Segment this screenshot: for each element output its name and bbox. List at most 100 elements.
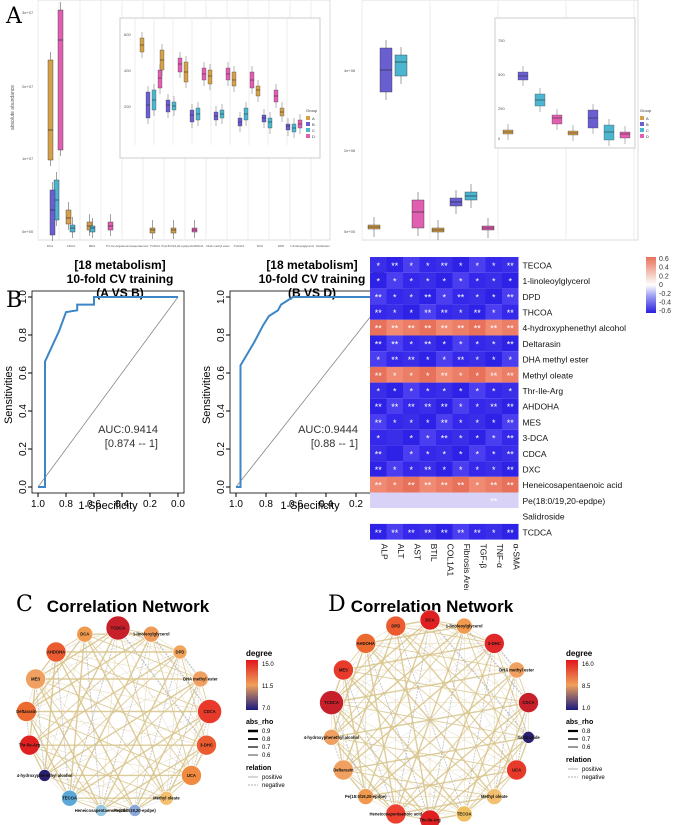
network-node-label: Methyl oleate xyxy=(153,796,180,801)
network-node-label: Pe(18:0/19,20-epdpe) xyxy=(345,794,387,799)
heatmap-cell xyxy=(502,351,519,367)
legend-c-rho-2: 0.7 xyxy=(262,745,271,751)
network-edge xyxy=(191,678,201,776)
network-node-label: Methyl oleate xyxy=(481,794,508,799)
heatmap-cell xyxy=(386,335,403,352)
network-d-title: Correlation Network xyxy=(351,597,514,616)
heatmap-star: * xyxy=(459,449,463,459)
heatmap-cell xyxy=(403,288,420,305)
roc-ytick-label: 1.0 xyxy=(18,290,29,304)
heatmap-cell xyxy=(469,272,486,289)
heatmap-cell xyxy=(502,414,519,430)
heatmap-col-label: Fibrosis Area(%) xyxy=(462,544,472,590)
legend-d-degree: degree xyxy=(566,649,593,658)
heatmap-cell xyxy=(502,288,519,305)
network-edge xyxy=(29,651,57,746)
network-edge xyxy=(342,669,367,797)
heatmap-star: * xyxy=(376,386,380,396)
heatmap-star: ** xyxy=(441,481,449,491)
panel-a-boxplots: absolute abundance 3e+07 2e+07 1e+07 0e+… xyxy=(10,0,652,248)
right-legend-swatch-A xyxy=(640,116,644,120)
network-c-nodes: TCDCA 1-linoleoylglycerol DPD DHA methyl es… xyxy=(16,615,222,817)
heatmap-cell xyxy=(502,476,519,493)
network-edge xyxy=(84,634,207,746)
heatmap-cell xyxy=(403,476,420,493)
network-edge xyxy=(150,634,192,776)
network-edge xyxy=(134,744,207,811)
heatmap-cells: * ** * * ** * * * *** * * * * * * * *** * * ** * ** * * **** * * **… xyxy=(370,257,519,540)
network-edge xyxy=(429,643,495,821)
heatmap-cell xyxy=(485,319,502,336)
network-edge xyxy=(429,619,517,671)
heatmap-cell xyxy=(436,272,453,289)
network-node-label: DPD xyxy=(391,624,400,629)
heatmap-col-labels: ALP ALT AST BTIL COL1A1 Fibrosis Area(%) TGF-β… xyxy=(379,544,521,590)
right-inset-box-C xyxy=(603,124,615,141)
network-edge xyxy=(429,619,530,738)
network-edge xyxy=(44,678,201,777)
heatmap-cell xyxy=(502,508,519,524)
network-edge xyxy=(330,736,397,815)
heatmap-cell xyxy=(386,351,403,367)
roc-a-title-1: [18 metabolism] xyxy=(74,258,165,272)
heatmap-cell xyxy=(452,398,469,414)
heatmap-cell xyxy=(419,398,436,414)
heatmap-cell xyxy=(469,523,486,540)
x-label: DXC xyxy=(257,244,264,248)
right-legend-swatch-C xyxy=(640,128,644,132)
heatmap-star: * xyxy=(376,277,380,287)
network-edge xyxy=(68,633,152,799)
panel-a-ytick-2: 1e+07 xyxy=(22,156,34,161)
legend-swatch-A xyxy=(306,116,310,120)
inset-box-A xyxy=(255,85,261,97)
network-node-label: Deltarasin xyxy=(16,709,37,714)
network-node-label: TECOA xyxy=(62,796,77,801)
network-edge xyxy=(150,633,211,712)
heatmap-cell xyxy=(370,319,387,336)
network-edge xyxy=(68,634,86,799)
heatmap-cell xyxy=(370,429,387,446)
network-edge xyxy=(463,625,530,704)
right-legend-swatch-B xyxy=(640,122,644,126)
heatmap-star: * xyxy=(459,402,463,412)
network-node-label: CDCA xyxy=(204,709,216,714)
box-B xyxy=(49,189,56,236)
network-node-label: MES xyxy=(31,676,40,681)
network-node xyxy=(419,609,441,631)
network-node-label: Thr-Ile-Arg xyxy=(419,818,441,823)
legend-label-B: B xyxy=(312,122,315,127)
heatmap-cell xyxy=(386,366,403,383)
heatmap-star: * xyxy=(459,371,463,381)
inset-box-A xyxy=(231,71,237,87)
heatmap-star: * xyxy=(442,449,446,459)
network-edge xyxy=(35,678,207,746)
network-edge xyxy=(331,625,396,738)
network-edge xyxy=(463,643,495,815)
panel-a-legend-title: Group xyxy=(306,108,318,113)
network-node-label: MES xyxy=(339,668,348,673)
x-label: Deltarasin xyxy=(316,244,330,248)
network-edge xyxy=(343,769,431,821)
roc-ytick-label: 0.4 xyxy=(18,404,29,418)
network-edge xyxy=(29,651,181,746)
heatmap-star: ** xyxy=(391,324,399,334)
heatmap-row-label: Deltarasin xyxy=(523,339,562,349)
network-edge xyxy=(331,619,431,738)
network-edge xyxy=(117,627,167,799)
inset-box-A xyxy=(207,69,213,85)
roc-b-ylabel: Sensitivities xyxy=(201,365,213,424)
network-edge xyxy=(26,711,192,776)
legend-c-deg-0: 15.0 xyxy=(262,662,274,668)
heatmap-cell xyxy=(386,288,403,305)
heatmap-star: * xyxy=(442,386,446,396)
panel-cd-networks: Correlation Network Correlation Network … xyxy=(16,597,605,825)
network-node xyxy=(19,734,40,756)
inset-box-D xyxy=(157,69,163,89)
heatmap-cell xyxy=(386,476,403,493)
heatmap-cell xyxy=(469,398,486,414)
colorbar-tick: 0.6 xyxy=(659,256,669,263)
roc-ytick-label: 0.8 xyxy=(18,328,29,342)
heatmap-cell xyxy=(403,304,420,320)
heatmap-star: * xyxy=(426,371,430,381)
network-edge xyxy=(100,711,210,811)
